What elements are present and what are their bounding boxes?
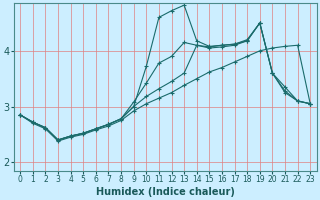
X-axis label: Humidex (Indice chaleur): Humidex (Indice chaleur) (96, 187, 235, 197)
